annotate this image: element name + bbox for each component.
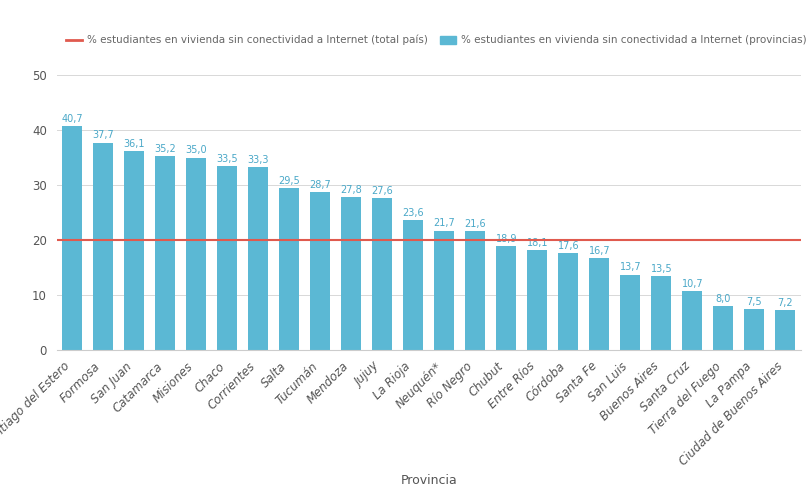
X-axis label: Provincia: Provincia xyxy=(400,474,457,486)
Bar xyxy=(310,192,330,350)
Text: 36,1: 36,1 xyxy=(124,139,145,149)
Text: 7,2: 7,2 xyxy=(777,298,793,308)
Bar xyxy=(527,250,548,350)
Bar xyxy=(279,188,299,350)
Bar xyxy=(186,158,206,350)
Bar xyxy=(341,197,362,350)
Text: 29,5: 29,5 xyxy=(278,176,300,186)
Bar xyxy=(93,142,113,350)
Text: 17,6: 17,6 xyxy=(557,241,579,251)
Text: 27,6: 27,6 xyxy=(371,186,393,196)
Text: 18,1: 18,1 xyxy=(527,238,548,248)
Text: 13,5: 13,5 xyxy=(650,264,672,274)
Text: 40,7: 40,7 xyxy=(61,114,83,124)
Text: 21,7: 21,7 xyxy=(434,218,455,228)
Bar xyxy=(744,309,765,350)
Bar xyxy=(403,220,423,350)
Text: 23,6: 23,6 xyxy=(402,208,424,218)
Text: 10,7: 10,7 xyxy=(681,279,703,289)
Text: 35,2: 35,2 xyxy=(155,144,176,154)
Text: 33,5: 33,5 xyxy=(216,154,238,164)
Bar xyxy=(217,166,237,350)
Text: 37,7: 37,7 xyxy=(92,130,114,140)
Legend: % estudiantes en vivienda sin conectividad a Internet (total país), % estudiante: % estudiantes en vivienda sin conectivid… xyxy=(61,30,809,50)
Bar xyxy=(682,291,702,350)
Text: 33,3: 33,3 xyxy=(248,154,269,164)
Text: 7,5: 7,5 xyxy=(747,296,762,306)
Bar xyxy=(651,276,671,350)
Text: 16,7: 16,7 xyxy=(588,246,610,256)
Bar xyxy=(434,230,455,350)
Bar xyxy=(775,310,795,350)
Text: 27,8: 27,8 xyxy=(341,185,362,195)
Bar xyxy=(621,274,641,350)
Bar xyxy=(372,198,392,350)
Bar xyxy=(465,231,485,350)
Bar xyxy=(155,156,176,350)
Text: 28,7: 28,7 xyxy=(309,180,331,190)
Text: 35,0: 35,0 xyxy=(185,146,207,156)
Text: 8,0: 8,0 xyxy=(716,294,731,304)
Bar xyxy=(124,152,144,350)
Text: 21,6: 21,6 xyxy=(464,219,486,229)
Text: 18,9: 18,9 xyxy=(496,234,517,244)
Bar xyxy=(248,167,269,350)
Bar xyxy=(589,258,609,350)
Bar xyxy=(496,246,516,350)
Bar xyxy=(558,253,578,350)
Bar xyxy=(714,306,734,350)
Text: 13,7: 13,7 xyxy=(620,262,642,272)
Bar xyxy=(62,126,83,350)
